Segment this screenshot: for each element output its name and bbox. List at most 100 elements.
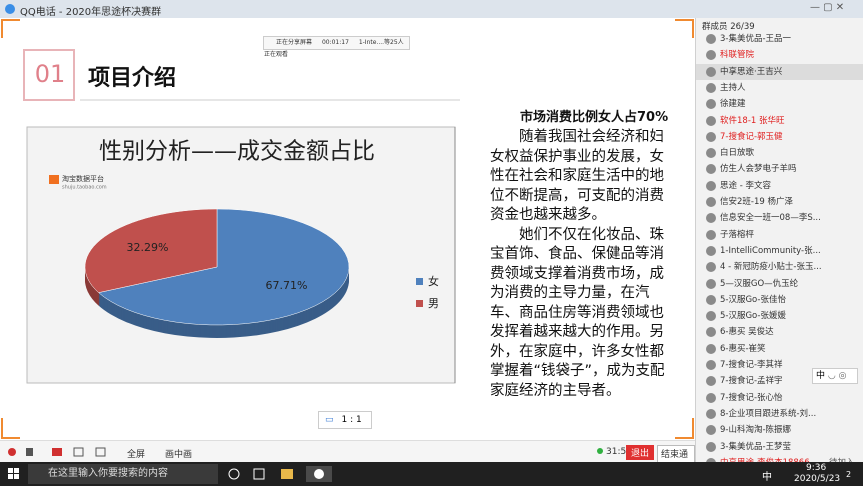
- taskbar: 在这里输入你要搜索的内容 中 9:36 2020/5/23 2: [0, 462, 863, 486]
- start-button[interactable]: [8, 468, 20, 480]
- member-name: 4 - 新冠防疫小贴士-张玉...: [720, 262, 822, 273]
- search-box[interactable]: 在这里输入你要搜索的内容: [28, 464, 218, 484]
- ime-widget[interactable]: 中 ◡ ◎: [812, 368, 858, 384]
- member-name: 7-搜食记-李其祥: [720, 360, 783, 370]
- member-avatar: [706, 425, 716, 436]
- zoom-label: 1 : 1: [341, 415, 362, 425]
- member-row[interactable]: 中享思途·王吉兴: [696, 63, 863, 80]
- data-label: 32.29%: [127, 241, 169, 254]
- member-row[interactable]: 9-山科淘淘-陈振娜: [696, 422, 863, 438]
- window-controls[interactable]: — ▢ ✕: [810, 2, 845, 13]
- pie-slice: [84, 208, 218, 293]
- member-name: 仿生人会梦电子羊吗: [720, 164, 797, 175]
- member-name: 软件18-1 张华旺: [720, 115, 785, 126]
- member-avatar: [706, 457, 716, 462]
- member-row[interactable]: 7-搜食记-张心怡: [696, 390, 863, 406]
- member-row[interactable]: 4 - 新冠防疫小贴士-张玉...: [696, 259, 863, 275]
- member-row[interactable]: 仿生人会梦电子羊吗: [696, 161, 863, 177]
- member-avatar: [706, 115, 716, 126]
- member-row[interactable]: 软件18-1 张华旺: [696, 113, 863, 129]
- member-name: 科联管院: [720, 50, 755, 61]
- member-avatar: [706, 376, 716, 387]
- member-name: 6-惠买-崔笑: [720, 343, 766, 354]
- member-avatar: [706, 245, 716, 256]
- member-row[interactable]: 中享思途-李俊杰18866... 待加入: [696, 455, 863, 462]
- member-row[interactable]: 7-搜食记-李其祥: [696, 357, 863, 373]
- paragraph: 随着我国社会经济和妇女权益保护事业的发展，女性在社会和家庭生活中的地位不断提高，…: [490, 129, 664, 223]
- member-avatar: [706, 311, 716, 322]
- member-row[interactable]: 8-企业项目跟进系统-刘...: [696, 406, 863, 422]
- clock-time: 9:36: [806, 463, 827, 473]
- member-row[interactable]: 7-搜食记-孟祥宇: [696, 373, 863, 389]
- member-row[interactable]: 徐建建: [696, 96, 863, 112]
- member-row[interactable]: 主持人: [696, 80, 863, 96]
- pie-chart: 性别分析——成交金额占比 淘宝数据平台 shuju.taobao.com 67.…: [49, 139, 439, 338]
- ime-indicator[interactable]: 中: [762, 472, 772, 483]
- title-bar: QQ电话 - 2020年思途杯决赛群 — ▢ ✕: [0, 0, 863, 18]
- member-header: 群成员 26/39: [702, 22, 755, 32]
- member-name: 3-集美优品-王品一: [720, 34, 792, 44]
- member-avatar: [706, 131, 716, 142]
- member-name: 7-搜食记-孟祥宇: [720, 376, 783, 387]
- member-row[interactable]: 7-搜食记-郭玉健: [696, 129, 863, 145]
- member-row[interactable]: 信息安全一班一08—李S...: [696, 210, 863, 226]
- member-row[interactable]: 6-惠买 吴俊达: [696, 324, 863, 340]
- member-avatar: [706, 34, 716, 44]
- member-avatar: [706, 66, 716, 77]
- member-row[interactable]: 5-汉服Go-张媛媛: [696, 308, 863, 324]
- chart-logo: 淘宝数据平台: [62, 174, 104, 183]
- legend-label: 男: [428, 297, 439, 310]
- member-row[interactable]: 3-集美优品-王梦莹: [696, 439, 863, 455]
- member-status: 待加入: [829, 455, 855, 462]
- member-name: 白日放歌: [720, 148, 755, 159]
- member-row[interactable]: 3-集美优品-王品一: [696, 31, 863, 47]
- window-title: QQ电话 - 2020年思途杯决赛群: [20, 7, 162, 18]
- member-row[interactable]: 信安2班-19 杨广泽: [696, 194, 863, 210]
- member-avatar: [706, 99, 716, 110]
- exit-button[interactable]: 退出: [626, 445, 655, 460]
- share-status-bar: 正在分享屏幕 00:01:17 1-Inte....等25人正在观看: [263, 36, 410, 58]
- zoom-indicator[interactable]: ▭ 1 : 1: [318, 411, 372, 429]
- member-avatar: [706, 360, 716, 370]
- member-avatar: [706, 180, 716, 191]
- member-name: 9-山科淘淘-陈振娜: [720, 425, 792, 436]
- member-name: 5-汉服Go-张佳怡: [720, 294, 786, 305]
- member-name: 信安2班-19 杨广泽: [720, 197, 793, 207]
- member-panel: 群成员 26/39 3-集美优品-王品一 科联管院中享思途·王吉兴 主持人徐建建软件…: [695, 18, 863, 462]
- share-time: 00:01:17: [321, 39, 349, 46]
- member-name: 主持人: [720, 82, 746, 93]
- pip-button[interactable]: 画中画: [165, 450, 193, 460]
- member-avatar: [706, 82, 716, 93]
- member-name: 中享思途-李俊杰18866...: [720, 455, 818, 462]
- member-name: 8-企业项目跟进系统-刘...: [720, 408, 817, 419]
- pie-slice: [98, 208, 350, 326]
- member-row[interactable]: 5-汉服Go-张佳怡: [696, 292, 863, 308]
- member-name: 7-搜食记-郭玉健: [720, 131, 783, 142]
- member-name: 信息安全一班一08—李S...: [720, 213, 821, 224]
- member-row[interactable]: 1-IntelliCommunity-张...: [696, 243, 863, 259]
- fullscreen-button[interactable]: 全屏: [127, 450, 146, 460]
- ime-label: 中: [816, 371, 826, 381]
- shared-screen: 正在分享屏幕 00:01:17 1-Inte....等25人正在观看 01 项目…: [0, 18, 695, 440]
- member-avatar: [706, 278, 716, 289]
- member-avatar: [706, 392, 716, 403]
- member-row[interactable]: 6-惠买-崔笑: [696, 341, 863, 357]
- member-row[interactable]: 5—汉服GO—仇玉纶: [696, 276, 863, 292]
- member-name: 中享思途·王吉兴: [720, 66, 783, 77]
- member-name: 7-搜食记-张心怡: [720, 392, 783, 403]
- text-body: 随着我国社会经济和妇女权益保护事业的发展，女性在社会和家庭生活中的地位不断提高，…: [490, 128, 668, 401]
- taskbar-apps[interactable]: [226, 466, 336, 482]
- member-avatar: [706, 229, 716, 240]
- toolbar-icons[interactable]: [4, 444, 109, 460]
- member-row[interactable]: 思途 - 李文容: [696, 178, 863, 194]
- legend-swatch: [416, 300, 423, 307]
- member-avatar: [706, 50, 716, 61]
- qq-icon: [5, 4, 15, 14]
- member-row[interactable]: 科联管院: [696, 47, 863, 63]
- member-avatar: [706, 408, 716, 419]
- data-label: 67.71%: [266, 279, 308, 292]
- member-row[interactable]: 子落榕枰: [696, 227, 863, 243]
- member-avatar: [706, 148, 716, 159]
- member-row[interactable]: 白日放歌: [696, 145, 863, 161]
- notification-badge[interactable]: 2: [846, 470, 852, 479]
